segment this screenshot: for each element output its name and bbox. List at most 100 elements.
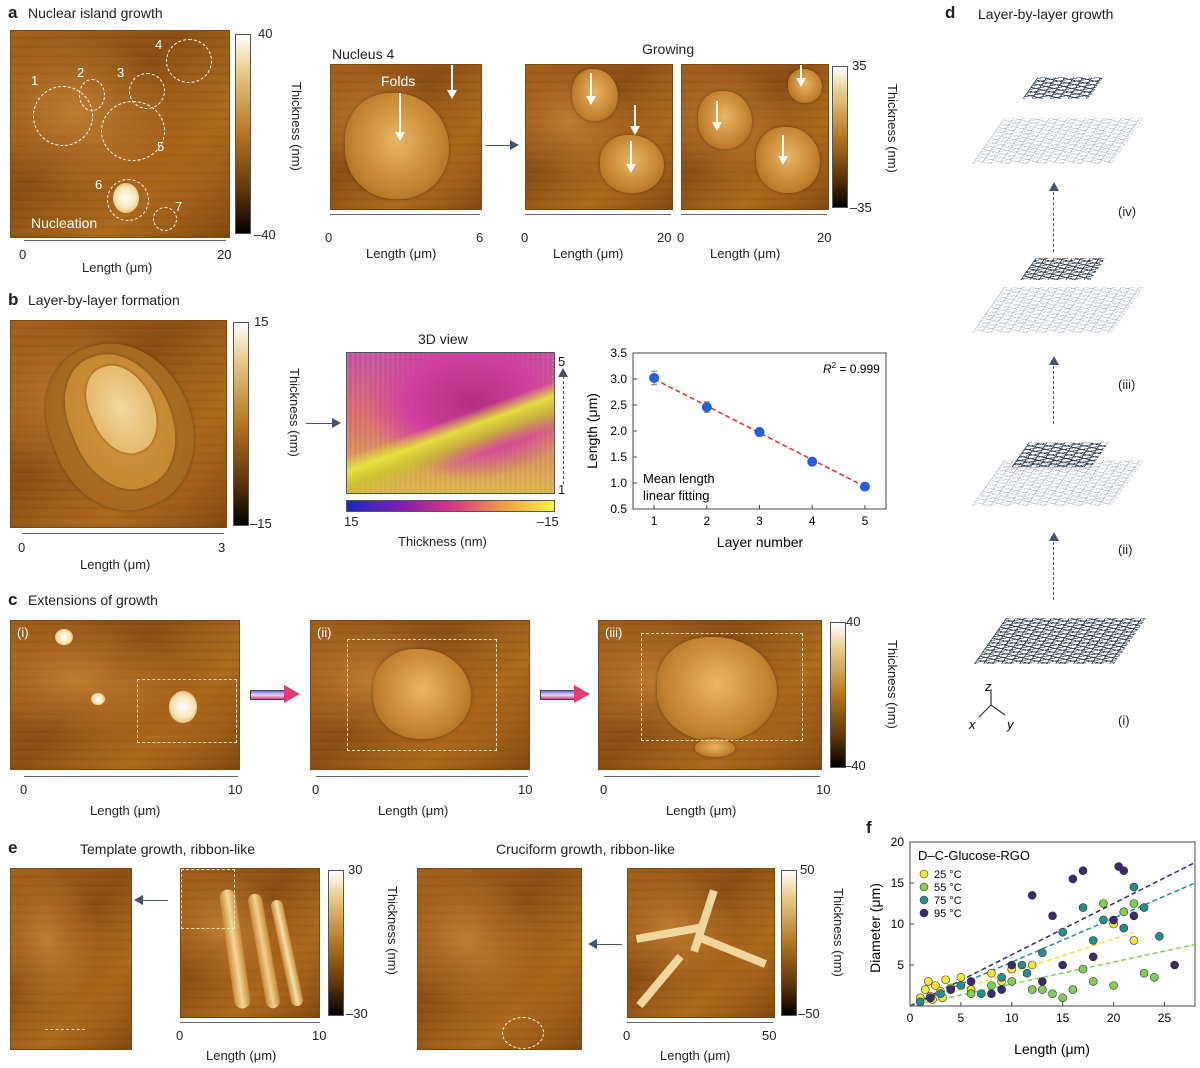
nucleus-ring-1 (33, 86, 93, 146)
chart-f-xlabel: Length (μm) (1014, 1041, 1090, 1057)
chart-b-ytick-label: 3.0 (610, 372, 627, 386)
colorbar-a1-min: –40 (254, 227, 276, 242)
colorbar-e-right (781, 870, 797, 1016)
ext2-sub: (ii) (317, 625, 332, 640)
colorbar-c-label: Thickness (nm) (885, 640, 900, 729)
ext1-sub: (i) (17, 625, 29, 640)
cross-arm-2 (636, 953, 684, 1009)
scale-b-end: 3 (218, 540, 226, 555)
scatter-point (1017, 960, 1027, 970)
nucleus-number-2: 2 (77, 65, 85, 80)
ext3-small-island (695, 739, 735, 757)
layer-length-chart: 0.5 1.0 1.5 2.0 2.5 3.0 3.5 1 2 3 4 5 R2 = 0.999 M… (585, 346, 887, 550)
scatter-point (1027, 985, 1037, 994)
panel-c-label: c (8, 590, 18, 609)
arrow-c-1-head (284, 685, 300, 703)
scatter-point (1139, 968, 1149, 978)
nucleus-number-5: 5 (157, 139, 165, 154)
chart-b-xtick-label: 5 (862, 514, 869, 528)
afm-cruciform-zoom (417, 868, 582, 1050)
scatter-point (1088, 977, 1098, 986)
ext1-spot-a (55, 629, 73, 645)
legend-marker (919, 895, 929, 905)
scatter-point (1139, 903, 1149, 912)
scatter-point (941, 975, 950, 985)
scatter-point (924, 977, 933, 986)
scatter-point (987, 981, 996, 990)
scatter-point (1119, 907, 1129, 916)
scale-c3-label: Length (μm) (666, 803, 737, 818)
nucleus4-title: Nucleus 4 (332, 46, 395, 62)
scatter-point (966, 977, 976, 986)
chart-f-xtick-label: 25 (1158, 1011, 1172, 1025)
colorbar-e-right-max: 50 (800, 862, 815, 877)
ext3-island (657, 637, 777, 741)
scatter-point (1129, 911, 1139, 921)
fit-line-0 (909, 931, 1135, 1007)
scatter-point (1099, 899, 1108, 908)
panel-d-label: d (945, 3, 956, 22)
scale-c2-start: 0 (312, 782, 320, 797)
folds-arrow (395, 93, 405, 141)
scale-axis-a-mid (330, 214, 480, 215)
template-zoom-dash (45, 1029, 85, 1030)
colorbar-e-left-max: 30 (348, 862, 363, 877)
step-iii-label: (iii) (1118, 377, 1136, 392)
chart-b-xlabel: Layer number (717, 534, 804, 550)
ext1-dashed-box (137, 679, 237, 743)
lattice-iii-top (1020, 258, 1106, 280)
chart-f-title: D–C-Glucose-RGO (918, 848, 1030, 863)
diameter-length-chart: D–C-Glucose-RGO 5 10 15 20 0 5 10 15 20 25 25 °C… (867, 836, 1196, 1057)
growing2-arrow-1 (712, 101, 722, 131)
scatter-point (1007, 960, 1017, 970)
scatter-point (1038, 985, 1047, 994)
arrow-c-1 (250, 690, 288, 700)
afm-growing-2 (681, 64, 829, 210)
colorbar-b-label: Thickness (nm) (287, 368, 302, 457)
chart-f-ytick-label: 10 (891, 917, 905, 931)
scatter-point (1058, 960, 1067, 970)
arrow-d-3 (1053, 192, 1054, 252)
growing2-island-b (756, 127, 820, 193)
chart-f-xtick-label: 5 (958, 1011, 965, 1025)
scatter-point (1088, 936, 1098, 945)
scatter-point (956, 973, 966, 982)
scale-b-label: Length (μm) (80, 557, 151, 572)
nucleus-number-7: 7 (175, 199, 183, 214)
afm-extension-3: (iii) (598, 620, 822, 770)
chart-b-xtick-label: 2 (703, 514, 710, 528)
fit-label-line2: linear fitting (643, 488, 709, 503)
nucleus-ring-4 (166, 39, 212, 83)
scatter-point (946, 985, 956, 994)
scatter-point (1048, 911, 1057, 921)
growing-title: Growing (642, 41, 695, 57)
view3d-colorbar-label: Thickness (nm) (398, 534, 487, 549)
colorbar-c-min: –40 (844, 758, 866, 773)
step-i-label: (i) (1118, 713, 1130, 728)
colorbar-e-left (328, 870, 344, 1016)
ext1-spot-b (91, 693, 105, 705)
afm-nucleation-image: 1 2 3 4 5 6 7 Nucleation (10, 30, 230, 238)
afm-layer-image (10, 320, 227, 528)
scatter-point (1129, 882, 1139, 892)
scatter-point (915, 997, 925, 1007)
growing1-arrow-1 (586, 73, 596, 105)
panel-b-label: b (8, 290, 19, 309)
arrow-e-right-head (588, 939, 597, 949)
nucleus-number-6: 6 (95, 177, 103, 192)
chart-b-xtick-label: 3 (756, 514, 763, 528)
view3d-colorbar-right: –15 (537, 514, 559, 529)
svg-text:z: z (984, 683, 992, 694)
scatter-point (1022, 968, 1032, 978)
arrow-d-3-head (1049, 182, 1059, 191)
scatter-point (1048, 989, 1057, 998)
scale-axis-a-left (24, 240, 226, 241)
scatter-point (997, 973, 1006, 982)
view3d-scale-top: 5 (558, 354, 566, 369)
data-point (754, 427, 765, 438)
nucleus-ring-7 (153, 207, 177, 231)
arrow-e-left (142, 900, 168, 901)
fold-arrow-2 (447, 65, 457, 99)
arrow-b-head (332, 418, 341, 428)
scatter-point (1038, 948, 1047, 957)
